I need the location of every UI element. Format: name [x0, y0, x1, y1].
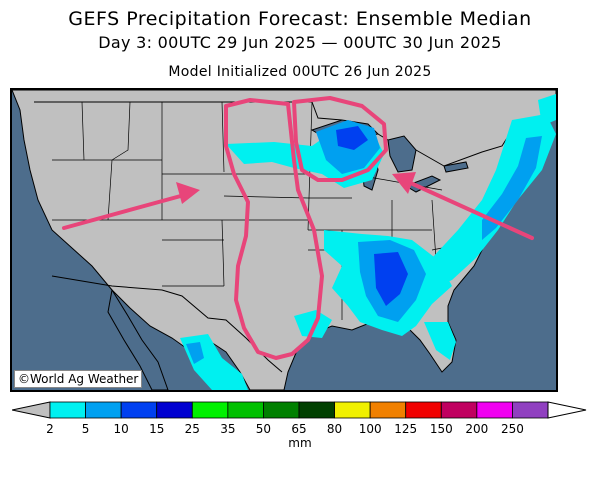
- chart-title: GEFS Precipitation Forecast: Ensemble Me…: [68, 8, 532, 30]
- precip-florida: [424, 322, 456, 360]
- colorbar-cell: [85, 401, 122, 419]
- forecast-period: Day 3: 00UTC 29 Jun 2025 — 00UTC 30 Jun …: [98, 33, 502, 52]
- colorbar-tick-label: 2: [46, 422, 54, 436]
- colorbar-tick-label: 35: [220, 422, 236, 436]
- annotation-west-arrow-shaft: [62, 192, 190, 230]
- colorbar-cell: [191, 401, 229, 419]
- colorbar-cell: [156, 401, 193, 419]
- colorbar-tick-label: 150: [429, 422, 453, 436]
- precip-minnesota-core: [336, 126, 368, 150]
- colorbar-low-end: [12, 401, 51, 419]
- colorbar-cell: [405, 401, 442, 419]
- colorbar-cell: [49, 401, 86, 419]
- colorbar-tick-label: 65: [291, 422, 307, 436]
- annotation-west-arrowhead: [176, 182, 200, 204]
- colorbar-tick-label: 5: [81, 422, 90, 436]
- colorbar-high-end: [547, 401, 587, 419]
- annotation-east-arrow-shaft: [402, 178, 534, 240]
- precip-shading: [180, 94, 556, 390]
- lake-ontario: [443, 161, 469, 173]
- precip-ne-canada: [538, 94, 556, 126]
- map-credit: ©World Ag Weather: [14, 370, 143, 388]
- colorbar-tick-label: 10: [113, 422, 129, 436]
- colorbar-tick-label: 50: [255, 422, 272, 436]
- colorbar-tick-label: 15: [149, 422, 165, 436]
- annotation-great-lakes-outline: [292, 96, 388, 182]
- map-canvas: [12, 90, 556, 390]
- gulf-of-california: [107, 288, 169, 390]
- colorbar-tick-label: 250: [500, 422, 524, 436]
- lake-huron: [387, 135, 417, 173]
- annotations: [62, 96, 534, 360]
- precip-southeast-peak: [374, 252, 408, 306]
- colorbar-cell: [263, 401, 300, 419]
- colorbar-cells: [49, 401, 549, 419]
- annotation-plains-outline: [224, 98, 324, 360]
- precip-tx-coast: [294, 310, 332, 338]
- colorbar-cell: [227, 401, 264, 419]
- colorbar-cell: [120, 401, 158, 419]
- colorbar-cell: [440, 401, 478, 419]
- annotation-arrowheads: [176, 172, 416, 204]
- colorbar-units: mm: [288, 436, 312, 450]
- model-init-time: Model Initialized 00UTC 26 Jun 2025: [168, 64, 432, 80]
- colorbar-tick-label: 80: [326, 422, 343, 436]
- colorbar-tick-label: 100: [358, 422, 382, 436]
- colorbar-tick-label: 125: [394, 422, 418, 436]
- colorbar: [12, 401, 587, 419]
- colorbar-tick-label: 25: [184, 422, 200, 436]
- colorbar-cell: [298, 401, 335, 419]
- annotation-east-arrowhead: [392, 172, 416, 194]
- precip-mexico-core: [186, 342, 204, 364]
- precip-map: ©World Ag Weather: [10, 88, 558, 392]
- colorbar-cell: [334, 401, 371, 419]
- lake-erie: [404, 175, 442, 193]
- colorbar-tick-label: 200: [465, 422, 489, 436]
- precip-east-core: [482, 136, 542, 240]
- colorbar-cell: [476, 401, 513, 419]
- colorbar-cell: [369, 401, 407, 419]
- colorbar-cell: [512, 401, 549, 419]
